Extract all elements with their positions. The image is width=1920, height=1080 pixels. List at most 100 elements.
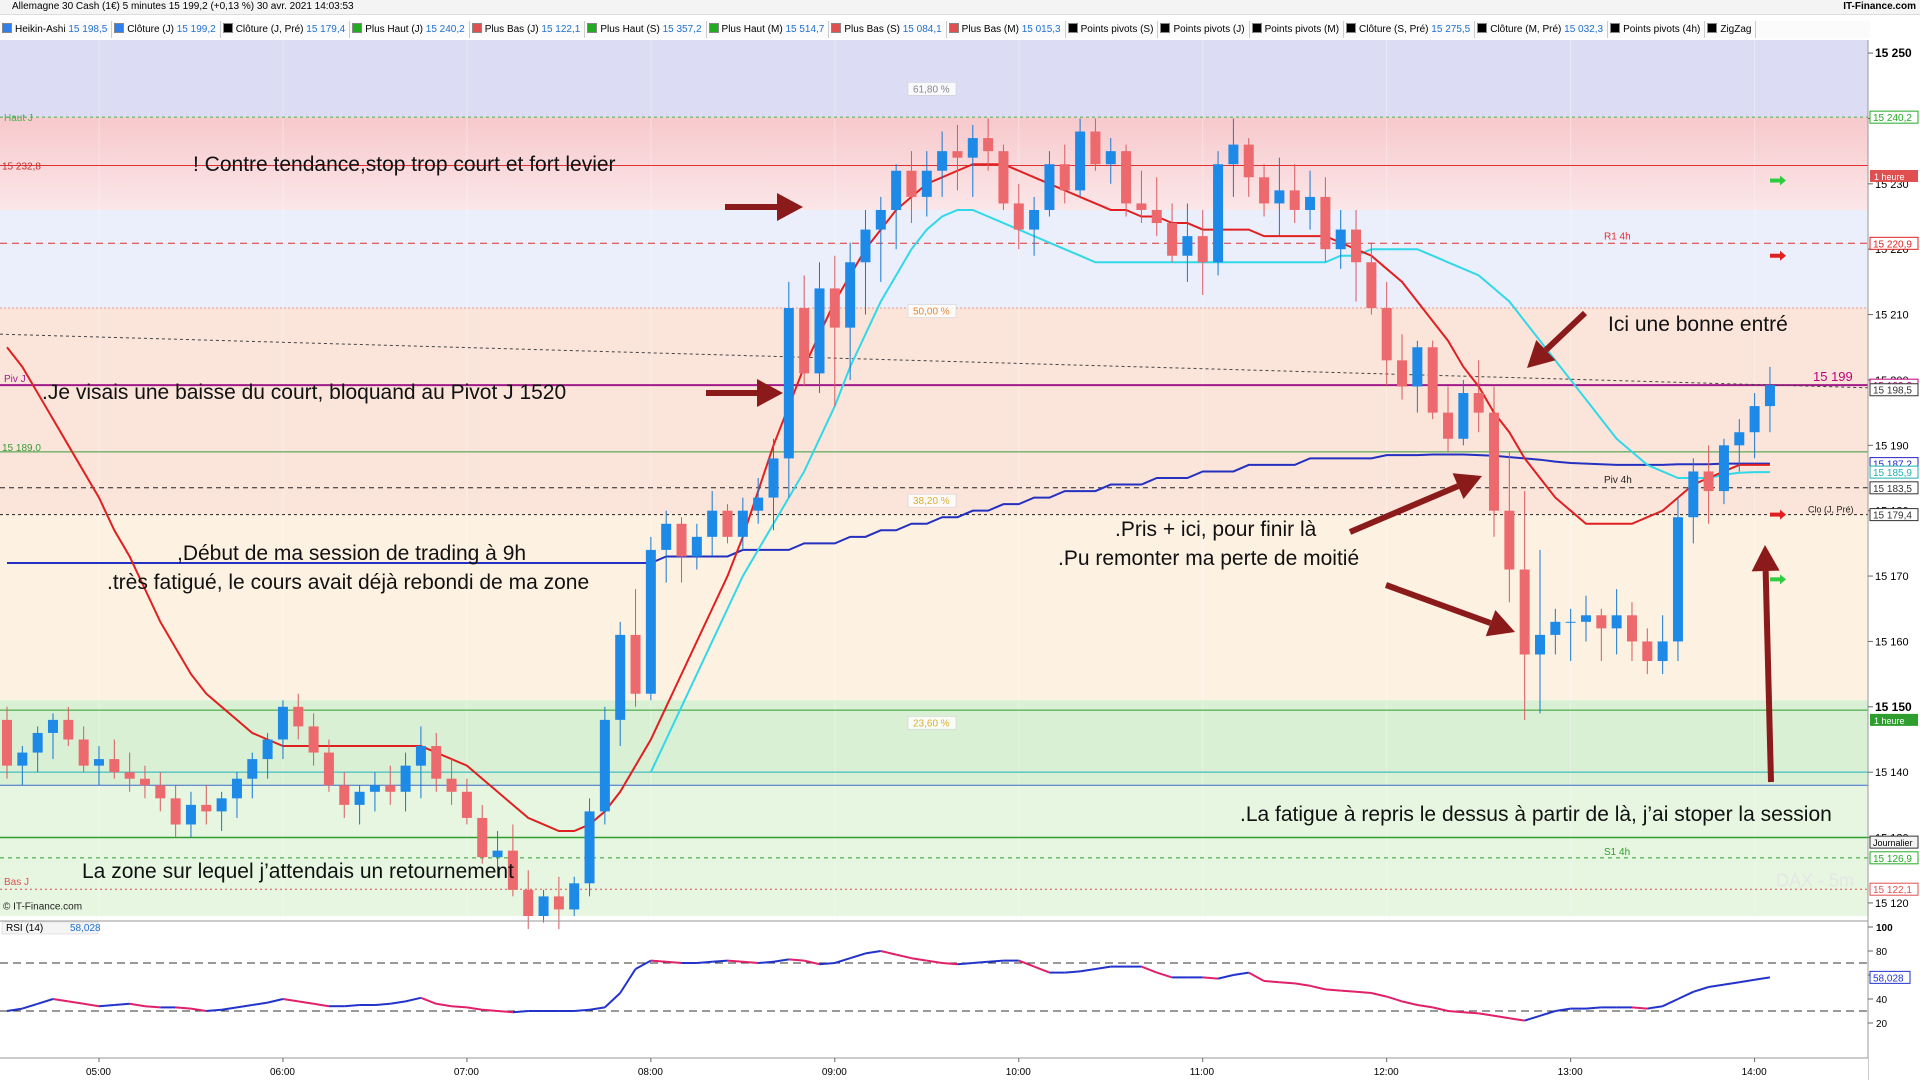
candle-body: [983, 138, 994, 152]
rsi-segment: [1294, 982, 1311, 987]
arrow-red-1-head: [1780, 250, 1786, 261]
label-fib-618: 61,80 %: [913, 84, 950, 95]
candle-body: [1412, 347, 1423, 387]
time-tick-label: 08:00: [638, 1067, 663, 1078]
price-tag-box: [1869, 882, 1919, 896]
rsi-segment: [144, 1005, 161, 1009]
legend-item[interactable]: Clôture (M, Pré) 15 032,3: [1475, 21, 1609, 38]
legend-item[interactable]: Clôture (J, Pré) 15 179,4: [221, 21, 351, 38]
rsi-segment: [1141, 965, 1158, 974]
legend-item[interactable]: Clôture (J) 15 199,2: [112, 21, 221, 38]
label-fib-50: 50,00 %: [913, 307, 950, 318]
legend-item[interactable]: Plus Bas (M) 15 015,3: [947, 21, 1066, 38]
legend-item[interactable]: Points pivots (4h): [1608, 21, 1706, 38]
arrow-remonter: [1384, 582, 1492, 626]
legend-item[interactable]: Plus Haut (M) 15 514,7: [707, 21, 830, 38]
candle-body: [1565, 621, 1576, 623]
price-tag-box: [1869, 236, 1919, 250]
candle-body: [891, 170, 902, 210]
candle-body: [17, 752, 28, 766]
rsi-segment: [1524, 1014, 1541, 1022]
candle-body: [1335, 229, 1346, 250]
legend-item[interactable]: Points pivots (S): [1066, 21, 1159, 38]
legend-swatch: [1067, 23, 1078, 33]
legend-item[interactable]: Plus Haut (J) 15 240,2: [350, 21, 470, 38]
candle-body: [400, 765, 411, 792]
candle-body: [1504, 510, 1515, 570]
legend-item[interactable]: Plus Bas (J) 15 122,1: [470, 21, 586, 38]
candle-body: [1167, 223, 1178, 256]
price-tag-box: [1869, 110, 1919, 124]
candle-body: [339, 785, 350, 805]
candle-body: [385, 785, 396, 792]
candle-body: [93, 759, 104, 766]
candle-body: [78, 739, 89, 766]
price-tick-label: 15 120: [1875, 898, 1909, 910]
candle-body: [615, 634, 626, 720]
candle-body: [446, 778, 457, 792]
indicator-legend[interactable]: Heikin-Ashi 15 198,5 Clôture (J) 15 199,2…: [0, 21, 1870, 38]
time-axis-bg: [0, 1058, 1868, 1080]
rsi-segment: [712, 959, 728, 963]
label-clo-j-pre: Clo (J, Pré): [1808, 505, 1854, 515]
candle-body: [1228, 144, 1239, 165]
candle-body: [1381, 308, 1392, 361]
rsi-segment: [834, 957, 851, 964]
candle-body: [1764, 385, 1775, 407]
legend-swatch: [1610, 23, 1621, 33]
candle-body: [1274, 190, 1285, 204]
candle-body: [1580, 615, 1591, 622]
candle-body: [1351, 229, 1362, 263]
candle-body: [1535, 634, 1545, 655]
legend-item[interactable]: Heikin-Ashi 15 198,5: [0, 21, 113, 38]
rsi-segment: [236, 1004, 253, 1009]
rsi-segment: [1325, 988, 1341, 992]
candle-body: [569, 883, 580, 910]
rsi-label: RSI (14): [6, 923, 43, 934]
legend-swatch: [831, 23, 842, 33]
rsi-segment: [1340, 989, 1357, 993]
ma-red: [6, 163, 1770, 833]
legend-swatch: [1160, 23, 1171, 33]
rsi-segment: [957, 962, 973, 966]
legend-item[interactable]: Points pivots (J): [1158, 21, 1250, 38]
rsi-segment: [482, 1008, 498, 1012]
rsi-segment: [37, 998, 54, 1005]
price-tag-box: [1869, 508, 1919, 522]
annotation-contre-tendance: ! Contre tendance,stop trop court et for…: [193, 153, 616, 176]
rsi-segment: [803, 959, 820, 966]
rsi-segment: [788, 958, 805, 962]
candle-body: [553, 896, 564, 910]
rsi-segment: [988, 959, 1004, 963]
legend-item[interactable]: Clôture (S, Pré) 15 275,5: [1344, 21, 1476, 38]
legend-value: 15 198,5: [68, 24, 108, 35]
arrow-pivot-head: [757, 379, 783, 407]
legend-item[interactable]: Points pivots (M): [1250, 21, 1345, 38]
candle-body: [155, 785, 166, 799]
candle-body: [1473, 393, 1484, 413]
rsi-segment: [68, 1000, 84, 1005]
legend-label: Clôture (M, Pré): [1490, 24, 1565, 35]
label-r1-4h: R1 4h: [1604, 231, 1631, 242]
rsi-segment: [206, 1008, 222, 1012]
ma-cyan: [649, 208, 1770, 773]
candle-body: [768, 458, 779, 498]
legend-label: Clôture (J): [127, 24, 177, 35]
rsi-segment: [390, 1000, 406, 1005]
candle-body: [1642, 641, 1653, 662]
arrow-bonne-entree: [1543, 310, 1588, 353]
rsi-segment: [589, 1006, 606, 1011]
rsi-segment: [512, 1010, 529, 1014]
candle-body: [1657, 641, 1668, 662]
legend-label: Heikin-Ashi: [15, 24, 69, 35]
candle-body: [1289, 190, 1300, 210]
legend-item[interactable]: ZigZag: [1705, 21, 1757, 38]
rsi-segment: [1355, 990, 1372, 994]
price-tag-box: [1869, 851, 1919, 865]
legend-item[interactable]: Plus Haut (S) 15 357,2: [585, 21, 707, 38]
legend-item[interactable]: Plus Bas (S) 15 084,1: [829, 21, 947, 38]
rsi-segment: [175, 1006, 192, 1010]
rsi-segment: [650, 959, 667, 963]
candle-body: [1121, 151, 1132, 204]
